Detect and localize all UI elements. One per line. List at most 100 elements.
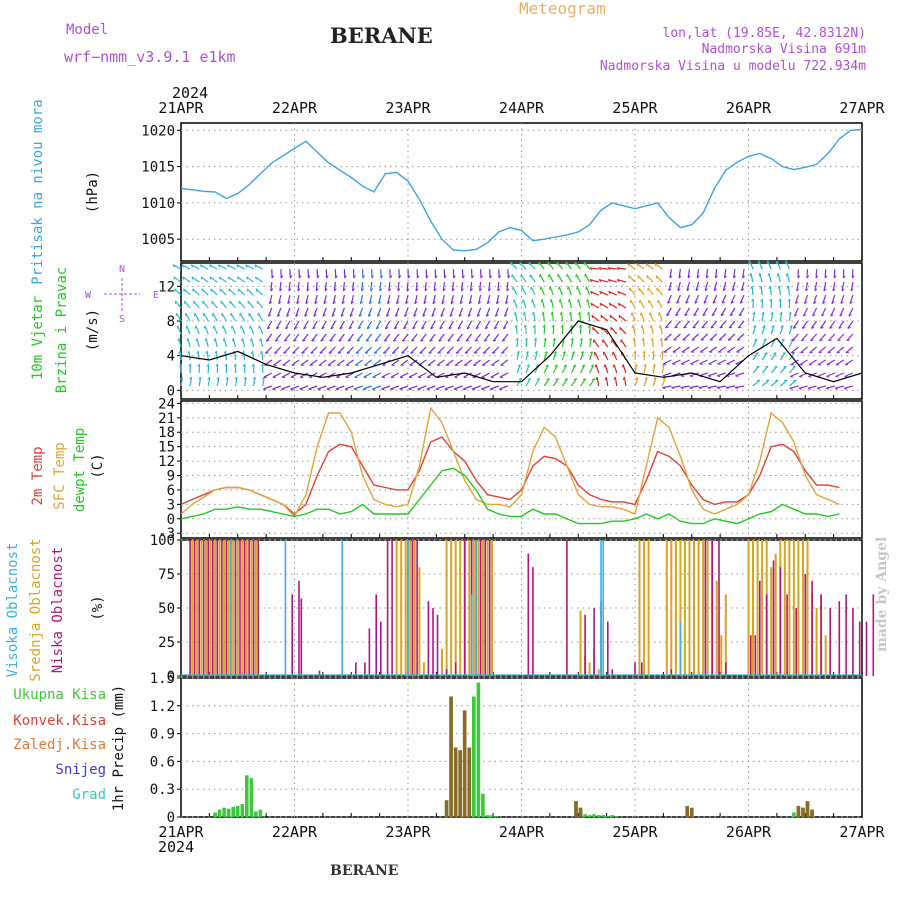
- wind-barb-head: [577, 311, 581, 315]
- wind-barb: [516, 338, 519, 348]
- wind-barb-head: [751, 298, 754, 302]
- precip-total-bar: [217, 809, 222, 817]
- wind-barb: [806, 269, 809, 279]
- wind-barb-head: [516, 350, 520, 354]
- wind-barb: [195, 325, 200, 335]
- station-title: BERANE: [330, 23, 433, 48]
- wind-barb-head: [808, 376, 812, 378]
- wind-barb-head: [761, 311, 765, 315]
- wind-barb: [661, 337, 663, 348]
- wind-barb-head: [368, 314, 372, 317]
- wind-barb-head: [389, 275, 393, 279]
- wind-barb: [523, 312, 527, 322]
- wind-barb-head: [214, 350, 217, 354]
- pressure-ytick-label: 1005: [141, 232, 175, 248]
- wind-barb: [465, 333, 473, 342]
- wind-barb: [472, 372, 481, 378]
- wind-barb: [442, 282, 445, 292]
- wind-barb: [358, 307, 364, 317]
- wind-barb: [736, 333, 745, 341]
- cloud-mid-bar: [665, 540, 668, 676]
- wind-barb-head: [296, 301, 300, 305]
- compass-n: N: [119, 264, 125, 275]
- wind-barb-head: [680, 387, 684, 390]
- wind-barb-head: [719, 326, 724, 329]
- wind-barb: [817, 359, 827, 366]
- cloud-mid-bar: [227, 540, 230, 676]
- wind-barb-head: [506, 288, 510, 292]
- wind-barb-head: [735, 375, 739, 378]
- wind-barb-head: [674, 326, 678, 329]
- wind-barb-head: [305, 301, 309, 305]
- wind-barb-head: [297, 288, 301, 292]
- wind-barb-head: [465, 339, 470, 342]
- wind-barb: [344, 385, 354, 390]
- temperature-ytick-label: 6: [167, 483, 175, 499]
- wind-barb: [391, 359, 400, 366]
- cloud-low-bar: [239, 540, 241, 676]
- wind-barb-head: [785, 273, 788, 277]
- cloud-mid-bar: [491, 540, 493, 676]
- wind-barb-head: [484, 327, 489, 330]
- year-top: 2024: [172, 84, 208, 102]
- wind-barb: [381, 385, 391, 390]
- cloud-mid-bar: [245, 540, 248, 676]
- wind-barb-head: [703, 301, 707, 304]
- wind-barb-head: [245, 276, 248, 280]
- wind-barb: [354, 359, 363, 366]
- wind-barb: [608, 290, 618, 296]
- wind-barb: [690, 359, 699, 365]
- wind-barb: [311, 333, 318, 342]
- wind-barb-head: [414, 301, 418, 305]
- cloud-low-bar: [355, 662, 357, 676]
- wind-barb: [477, 294, 482, 304]
- wind-barb-head: [689, 375, 694, 378]
- precip-frame: [180, 677, 863, 818]
- wind-barb-head: [311, 339, 315, 342]
- cloud-low-bar: [416, 540, 418, 676]
- temperature-ytick-label: 24: [158, 396, 175, 412]
- wind-barb: [345, 359, 354, 366]
- wind-barb: [689, 385, 699, 389]
- wind-barb: [636, 263, 645, 270]
- cloud-low-bar: [436, 614, 439, 676]
- wind-barb: [466, 320, 473, 330]
- wind-barb-head: [571, 351, 575, 354]
- wind-barb: [417, 385, 427, 390]
- wind-barb: [662, 385, 672, 389]
- wind-barb: [482, 359, 491, 366]
- wind-barb: [729, 307, 736, 317]
- wind-barb: [222, 325, 227, 335]
- wind-barb: [584, 273, 591, 283]
- wind-barb: [220, 300, 227, 309]
- wind-barb-head: [839, 314, 843, 317]
- cloud-mid-bar: [761, 540, 764, 676]
- wind-barb-head: [285, 327, 289, 330]
- wind-barb: [568, 299, 572, 309]
- wind-barb: [680, 385, 690, 389]
- wind-barb: [502, 320, 509, 330]
- wind-barb-head: [758, 273, 761, 277]
- wind-barb: [408, 372, 418, 378]
- wind-barb: [241, 338, 246, 348]
- wind-barb-head: [284, 339, 288, 342]
- precip-total-bar: [213, 812, 217, 817]
- wind-barb-head: [796, 288, 800, 292]
- wind-barb: [674, 320, 681, 329]
- wind-barb-head: [694, 301, 698, 304]
- day-label-top: 24APR: [499, 99, 545, 117]
- cloud-low-bar: [532, 567, 534, 676]
- compass-w: W: [85, 290, 92, 301]
- wind-barb: [460, 282, 464, 292]
- wind-barb: [396, 294, 400, 304]
- temp-ylabel-t2m: 2m Temp: [30, 446, 46, 505]
- wind-barb: [402, 320, 409, 330]
- wind-barb: [672, 346, 681, 353]
- wind-barb: [293, 333, 300, 342]
- precip-convective-bar: [810, 809, 814, 817]
- wind-barb-head: [568, 311, 572, 315]
- wind-barb: [770, 325, 775, 335]
- wind-barb: [491, 359, 500, 366]
- wind-barb-head: [618, 315, 621, 319]
- wind-barb-head: [540, 299, 543, 303]
